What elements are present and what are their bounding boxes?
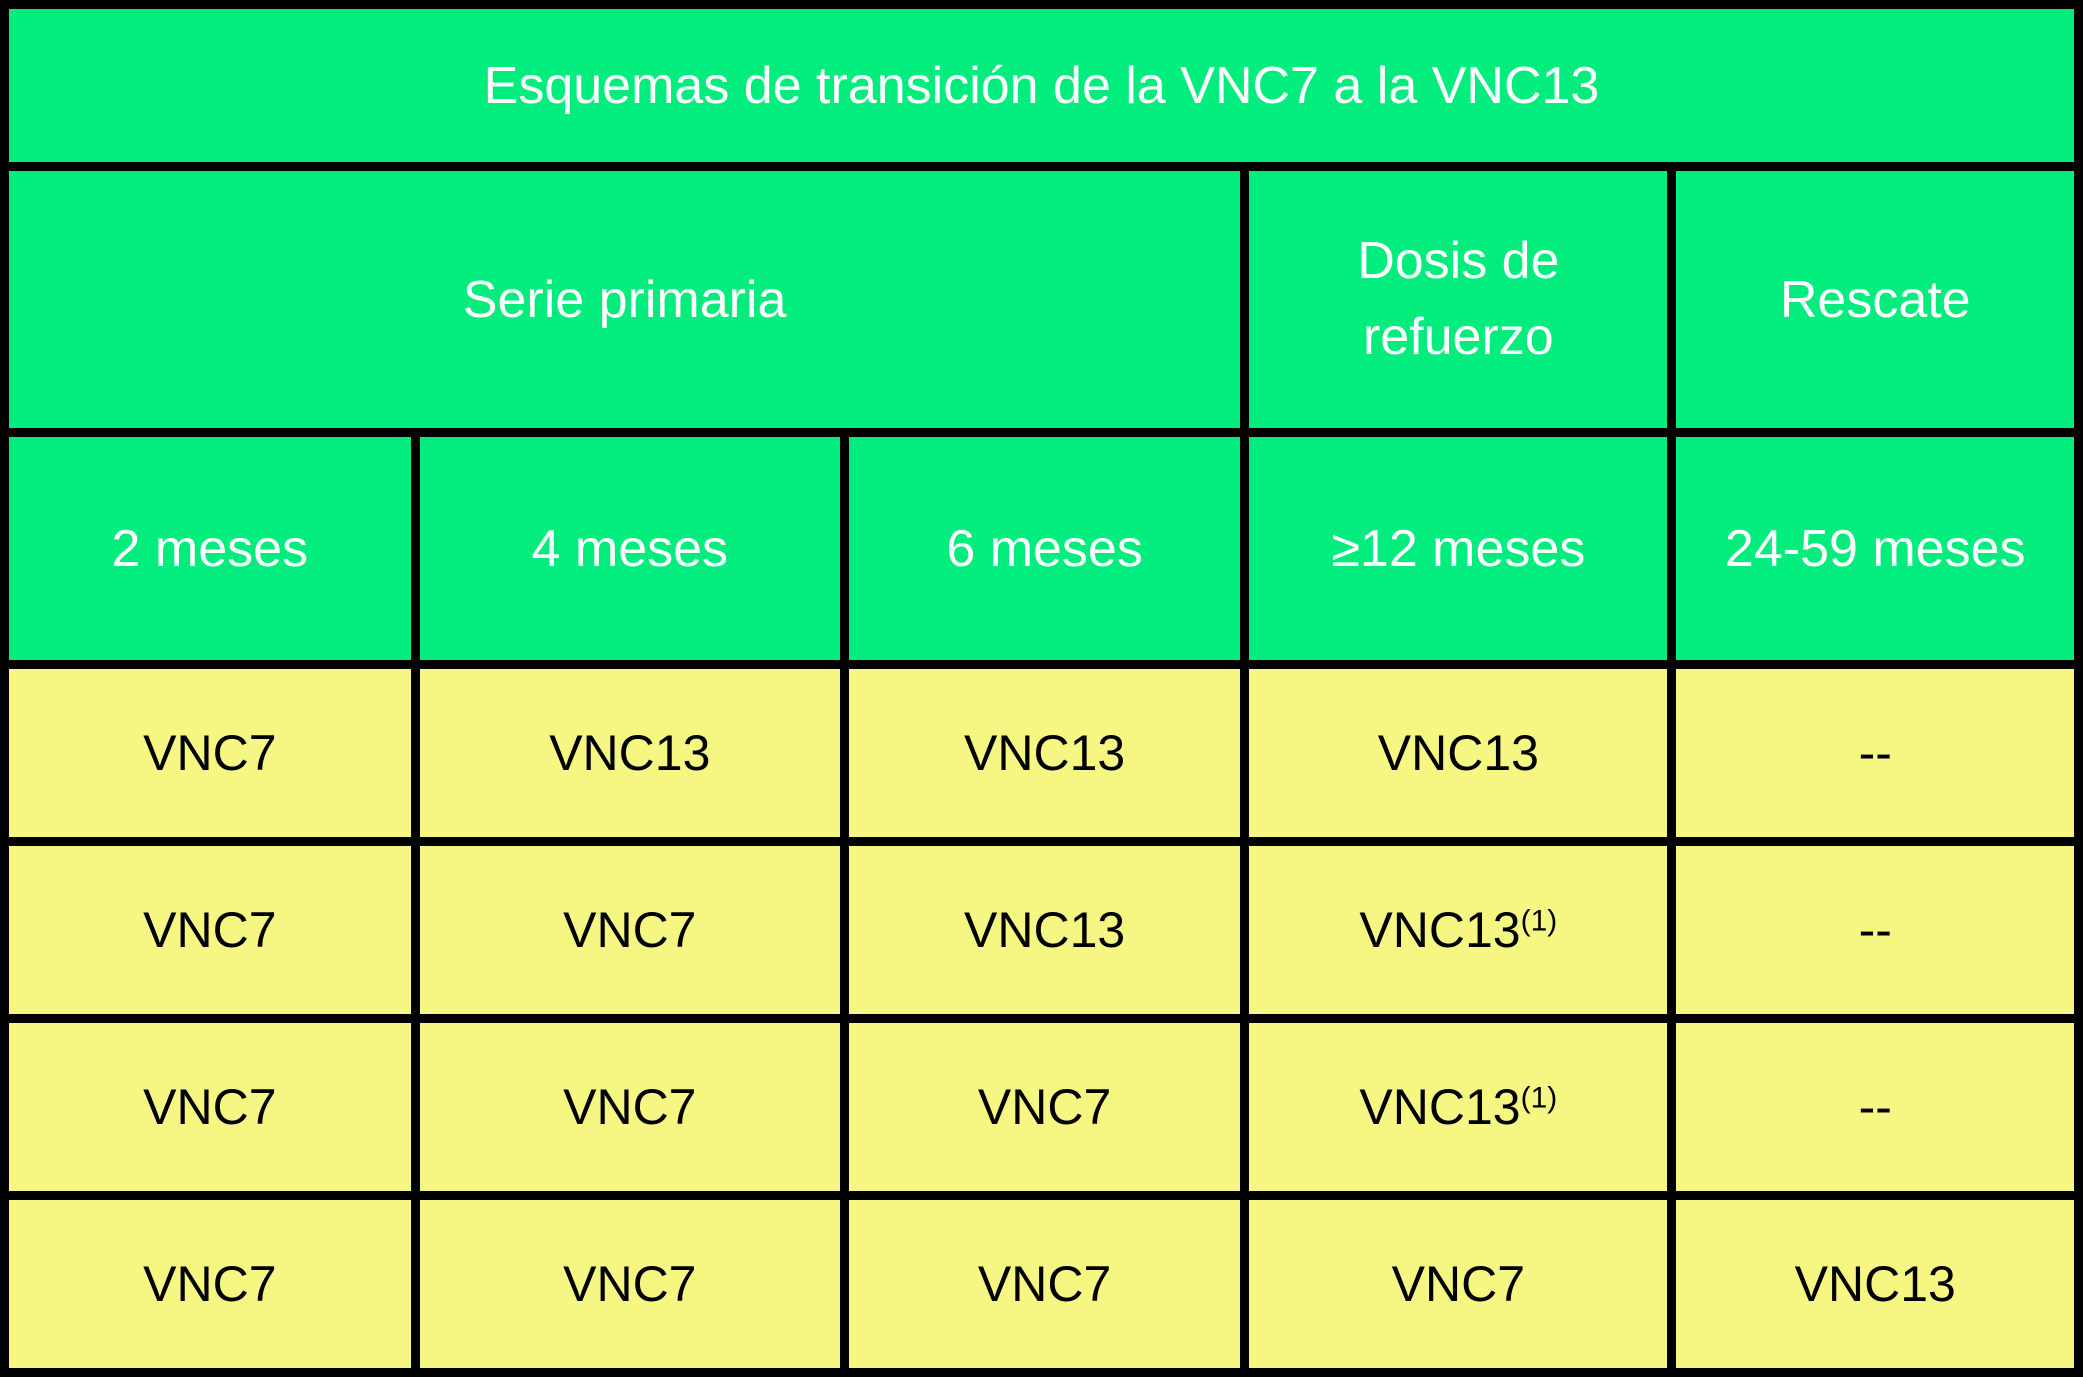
footnote-marker: (1) bbox=[1520, 1081, 1558, 1115]
cell-value: -- bbox=[1858, 725, 1892, 781]
cell-value: -- bbox=[1858, 1079, 1892, 1135]
data-row-1: VNC7 VNC13 VNC13 VNC13 -- bbox=[0, 660, 2083, 846]
column-header-2-meses: 2 meses bbox=[0, 428, 420, 669]
cell-r4-rescate: VNC13 bbox=[1667, 1191, 2083, 1377]
cell-value: VNC7 bbox=[143, 902, 277, 958]
cell-value: VNC7 bbox=[143, 1079, 277, 1135]
group-header-dosis-de-refuerzo: Dosis de refuerzo bbox=[1240, 162, 1677, 437]
cell-r2-6meses: VNC13 bbox=[839, 837, 1250, 1023]
cell-r1-6meses: VNC13 bbox=[839, 660, 1250, 846]
cell-value: VNC13 bbox=[1794, 1256, 1956, 1312]
cell-r3-2meses: VNC7 bbox=[0, 1014, 420, 1200]
data-row-2: VNC7 VNC7 VNC13 VNC13(1) -- bbox=[0, 837, 2083, 1023]
group-header-serie-primaria: Serie primaria bbox=[0, 162, 1250, 437]
cell-r4-4meses: VNC7 bbox=[410, 1191, 849, 1377]
column-header-24-59-meses: 24-59 meses bbox=[1667, 428, 2083, 669]
cell-r3-6meses: VNC7 bbox=[839, 1014, 1250, 1200]
cell-value: VNC13 bbox=[1359, 1079, 1521, 1135]
data-row-3: VNC7 VNC7 VNC7 VNC13(1) -- bbox=[0, 1014, 2083, 1200]
group-header-rescate: Rescate bbox=[1667, 162, 2083, 437]
cell-value: VNC7 bbox=[563, 1079, 697, 1135]
column-header-6-meses: 6 meses bbox=[839, 428, 1250, 669]
group-header-label: Dosis de refuerzo bbox=[1357, 232, 1560, 366]
cell-r2-2meses: VNC7 bbox=[0, 837, 420, 1023]
cell-r1-4meses: VNC13 bbox=[410, 660, 849, 846]
data-row-4: VNC7 VNC7 VNC7 VNC7 VNC13 bbox=[0, 1191, 2083, 1377]
cell-r2-rescate: -- bbox=[1667, 837, 2083, 1023]
column-header-12-meses: ≥12 meses bbox=[1240, 428, 1677, 669]
cell-r4-refuerzo: VNC7 bbox=[1240, 1191, 1677, 1377]
cell-value: VNC7 bbox=[143, 1256, 277, 1312]
cell-r3-4meses: VNC7 bbox=[410, 1014, 849, 1200]
cell-value: VNC13 bbox=[549, 725, 711, 781]
cell-value: VNC13 bbox=[1377, 725, 1539, 781]
cell-r1-rescate: -- bbox=[1667, 660, 2083, 846]
cell-value: -- bbox=[1858, 902, 1892, 958]
cell-r1-2meses: VNC7 bbox=[0, 660, 420, 846]
column-header-row: 2 meses 4 meses 6 meses ≥12 meses 24-59 … bbox=[0, 428, 2083, 669]
cell-r1-refuerzo: VNC13 bbox=[1240, 660, 1677, 846]
cell-r2-refuerzo: VNC13(1) bbox=[1240, 837, 1677, 1023]
cell-value: VNC7 bbox=[563, 902, 697, 958]
cell-r4-6meses: VNC7 bbox=[839, 1191, 1250, 1377]
title-row: Esquemas de transición de la VNC7 a la V… bbox=[0, 0, 2083, 171]
group-header-row: Serie primaria Dosis de refuerzo Rescate bbox=[0, 162, 2083, 437]
cell-value: VNC13 bbox=[964, 725, 1126, 781]
cell-value: VNC7 bbox=[977, 1079, 1112, 1135]
cell-value: VNC13 bbox=[964, 902, 1126, 958]
cell-value: VNC7 bbox=[977, 1256, 1112, 1312]
footnote-marker: (1) bbox=[1520, 904, 1558, 938]
cell-value: VNC7 bbox=[563, 1256, 697, 1312]
cell-r4-2meses: VNC7 bbox=[0, 1191, 420, 1377]
cell-r3-refuerzo: VNC13(1) bbox=[1240, 1014, 1677, 1200]
column-header-4-meses: 4 meses bbox=[410, 428, 849, 669]
cell-value: VNC7 bbox=[1391, 1256, 1526, 1312]
table-title: Esquemas de transición de la VNC7 a la V… bbox=[0, 0, 2083, 171]
cell-r2-4meses: VNC7 bbox=[410, 837, 849, 1023]
cell-value: VNC7 bbox=[143, 725, 277, 781]
cell-r3-rescate: -- bbox=[1667, 1014, 2083, 1200]
cell-value: VNC13 bbox=[1359, 902, 1521, 958]
